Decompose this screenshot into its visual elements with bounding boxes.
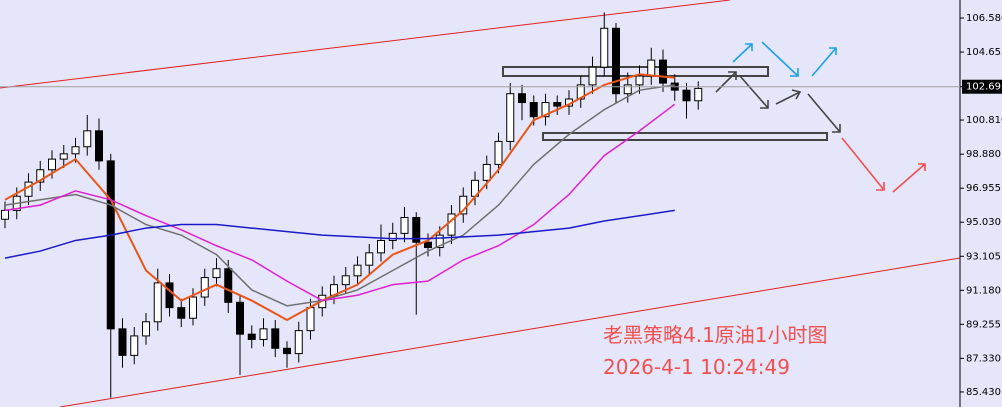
y-tick-label: 96.955 [966,183,1001,194]
candle-body [1,209,9,220]
candle-body [142,321,150,337]
y-tick-label: 98.880 [966,149,1001,160]
y-tick-label: 106.580 [966,13,1002,24]
candle-body [59,153,68,160]
moving-average [4,84,675,307]
candle-body [224,268,233,303]
candle-body [212,268,221,279]
candle-body [494,140,503,165]
candle-body [271,328,280,349]
candle-body [95,130,103,162]
candle-body [647,59,656,77]
channel-bottom [59,257,961,407]
candle-body [353,264,362,277]
candle-body [106,160,115,330]
candle-body [71,146,80,155]
candle-body [482,163,491,181]
y-tick-label: 102.695 [966,82,1002,93]
candle-body [518,93,526,104]
candle-body [623,84,632,95]
chart-title: 老黑策略4.1原油1小时图 [603,323,828,347]
candle-body [435,234,444,249]
candle-body [506,93,515,142]
candle-body [576,84,585,100]
candle-body [236,301,244,335]
candle-body [259,328,268,340]
candle-body [529,102,538,118]
candle-body [306,307,315,332]
candle-body [189,296,197,319]
candle-body [694,87,703,102]
moving-average [4,209,675,259]
plot [1,12,703,398]
candle-body [341,275,350,286]
y-tick-label: 91.180 [966,285,1001,296]
candle-body [165,282,174,309]
candle-body [36,169,45,183]
candle-body [635,75,644,86]
candle-body [294,330,303,355]
candle-body [682,89,691,102]
y-tick-label: 104.655 [966,47,1002,58]
candle-body [200,277,209,298]
candle-body [48,158,56,171]
forecast-arrows [715,41,926,193]
candle-body [83,130,92,148]
candle-body [412,216,421,243]
channel-top [0,0,731,89]
candle-body [541,102,550,118]
y-tick-label: 85.430 [966,387,1001,398]
y-tick-label: 89.255 [966,319,1001,330]
current-price-box [962,79,1002,94]
candle-body [365,252,374,266]
y-tick-label: 100.810 [966,115,1002,126]
y-tick-label: 87.330 [966,353,1001,364]
candle-body [153,282,162,323]
candle-body [283,347,291,355]
candle-body [177,307,186,319]
timestamp: 2026-4-1 10:24:49 [603,355,790,379]
y-tick-label: 93.105 [966,251,1001,262]
y-tick-label: 95.030 [966,217,1001,228]
candle-body [118,328,127,356]
moving-average [4,103,676,302]
candle-body [600,27,609,68]
candle-body [247,333,256,340]
candle-body [612,27,620,95]
moving-average [4,73,675,322]
candle-body [553,102,562,107]
candle-body [130,335,139,356]
candle-body [388,232,397,241]
candle-body [377,239,385,254]
support-box [542,132,828,141]
candle-body [659,59,667,84]
candle-body [588,66,597,86]
candle-body [424,241,432,249]
candle-body [400,216,409,234]
